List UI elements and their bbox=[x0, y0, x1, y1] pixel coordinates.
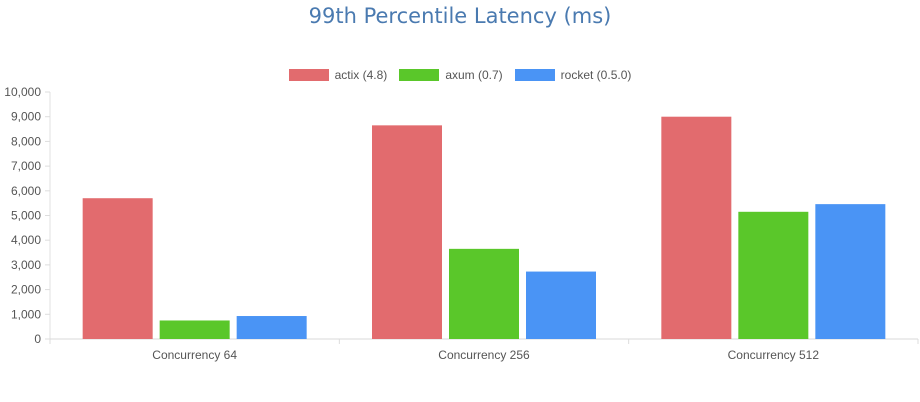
y-tick-label: 8,000 bbox=[11, 134, 41, 148]
x-tick-label: Concurrency 64 bbox=[152, 348, 237, 362]
bar-actix-1[interactable] bbox=[372, 125, 442, 339]
y-tick-label: 6,000 bbox=[11, 184, 41, 198]
legend-swatch-actix bbox=[288, 69, 329, 81]
bar-actix-2[interactable] bbox=[661, 116, 732, 339]
bar-actix-0[interactable] bbox=[82, 198, 153, 339]
y-tick-label: 4,000 bbox=[11, 233, 41, 247]
y-tick-label: 5,000 bbox=[11, 209, 41, 223]
legend-label-actix: actix (4.8) bbox=[334, 68, 388, 82]
legend-item-rocket[interactable]: rocket (0.5.0) bbox=[514, 68, 632, 82]
x-tick-label: Concurrency 512 bbox=[728, 348, 820, 362]
bar-rocket-1[interactable] bbox=[526, 271, 596, 339]
y-tick-label: 10,000 bbox=[4, 85, 41, 99]
y-tick-label: 0 bbox=[34, 332, 41, 346]
bar-axum-0[interactable] bbox=[159, 320, 230, 339]
chart-title: 99th Percentile Latency (ms) bbox=[308, 4, 612, 28]
y-axis-ticks: 0 1,000 2,000 3,000 4,000 5,000 6,000 7,000 8,00… bbox=[4, 85, 50, 346]
bar-axum-1[interactable] bbox=[449, 248, 519, 339]
legend-swatch-axum bbox=[399, 69, 440, 81]
legend-label-axum: axum (0.7) bbox=[445, 68, 503, 82]
y-tick-label: 9,000 bbox=[11, 110, 41, 124]
y-tick-label: 2,000 bbox=[11, 283, 41, 297]
x-axis-ticks: Concurrency 64 Concurrency 256 Concurrency… bbox=[49, 339, 919, 362]
bar-rocket-2[interactable] bbox=[815, 204, 886, 339]
y-tick-label: 7,000 bbox=[11, 159, 41, 173]
x-tick-label: Concurrency 256 bbox=[438, 348, 530, 362]
y-tick-label: 3,000 bbox=[11, 258, 41, 272]
bar-axum-2[interactable] bbox=[738, 211, 809, 339]
legend-label-rocket: rocket (0.5.0) bbox=[560, 68, 632, 82]
legend-item-axum[interactable]: axum (0.7) bbox=[399, 68, 503, 82]
bar-rocket-0[interactable] bbox=[236, 316, 307, 339]
bars bbox=[82, 116, 886, 339]
legend-swatch-rocket bbox=[514, 69, 555, 81]
legend: actix (4.8) axum (0.7) rocket (0.5.0) bbox=[0, 68, 920, 82]
y-tick-label: 1,000 bbox=[11, 307, 41, 321]
legend-item-actix[interactable]: actix (4.8) bbox=[288, 68, 388, 82]
